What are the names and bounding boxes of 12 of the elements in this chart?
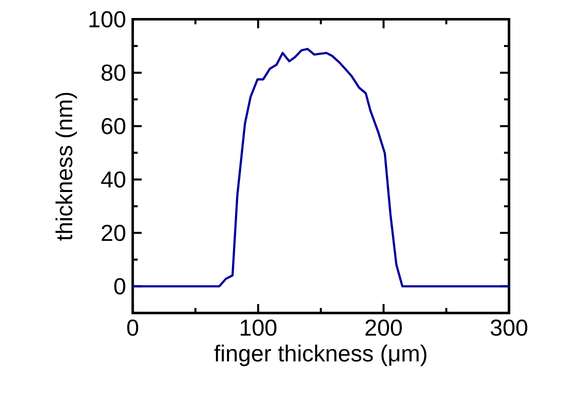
y-tick-label: 100 [90, 11, 126, 28]
y-axis-title: thickness (nm) [55, 92, 77, 241]
y-tick-label: 60 [102, 118, 126, 134]
x-tick-label: 200 [366, 320, 402, 336]
x-tick-label: 100 [240, 320, 276, 336]
x-tick-label: 0 [127, 320, 138, 336]
y-tick-label: 0 [114, 278, 126, 294]
x-tick-label: 300 [490, 320, 528, 336]
y-tick-label: 80 [102, 64, 126, 81]
y-tick-label: 20 [102, 224, 126, 242]
y-tick-label: 40 [101, 171, 126, 188]
x-axis-title: finger thickness (μm) [214, 344, 426, 366]
